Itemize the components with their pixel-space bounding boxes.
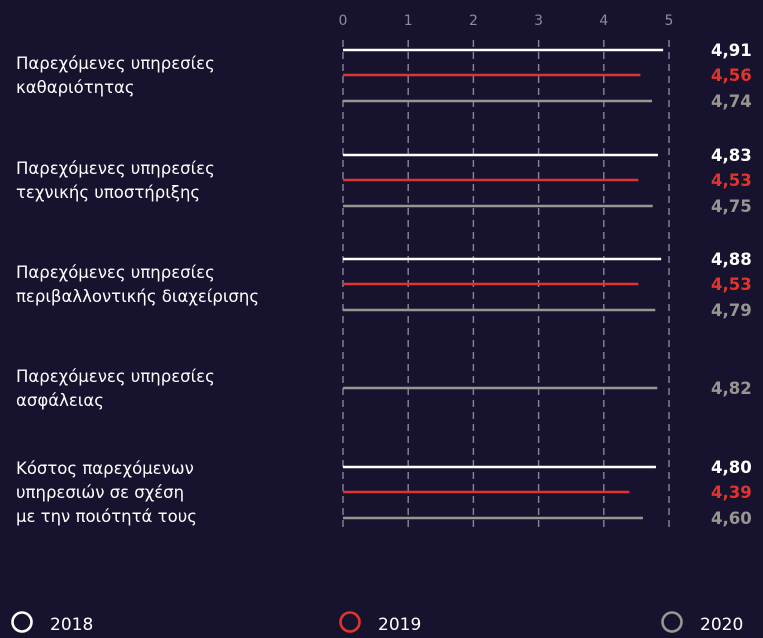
category-label-line: με την ποιότητά τους [16, 507, 197, 526]
category-label-line: υπηρεσιών σε σχέση [16, 483, 184, 502]
value-label-2020: 4,75 [711, 197, 752, 216]
category-label-line: καθαριότητας [16, 78, 135, 97]
x-tick-label: 4 [599, 13, 608, 29]
category-label-line: Παρεχόμενες υπηρεσίες [16, 54, 215, 73]
legend-label-2020: 2020 [700, 615, 743, 635]
value-label-2020: 4,79 [711, 301, 752, 320]
category-label: Κόστος παρεχόμενων υπηρεσιών σε σχέση με τ… [16, 459, 197, 526]
value-label-2018: 4,91 [711, 41, 752, 60]
x-tick-label: 3 [534, 13, 543, 29]
legend-marker-2019 [339, 611, 361, 633]
x-tick-label: 0 [339, 13, 348, 29]
value-label-2018: 4,83 [711, 146, 752, 165]
x-tick-label: 1 [404, 13, 413, 29]
category-label-line: Παρεχόμενες υπηρεσίες [16, 159, 215, 178]
category-label-line: Παρεχόμενες υπηρεσίες [16, 367, 215, 386]
value-label-2018: 4,80 [711, 458, 752, 477]
legend-marker-2020 [661, 611, 683, 633]
value-label-2020: 4,60 [711, 509, 752, 528]
category-label: Παρεχόμενες υπηρεσίες ασφάλειας [16, 367, 215, 410]
x-tick-label: 2 [469, 13, 478, 29]
category-label-line: περιβαλλοντικής διαχείρισης [16, 287, 259, 306]
value-label-2018: 4,88 [711, 250, 752, 269]
legend-label-2019: 2019 [378, 615, 421, 635]
category-label-line: τεχνικής υποστήριξης [16, 183, 200, 202]
category-label-line: Παρεχόμενες υπηρεσίες [16, 263, 215, 282]
value-label-2019: 4,53 [711, 275, 752, 294]
category-label: Παρεχόμενες υπηρεσίες καθαριότητας [16, 54, 215, 97]
value-label-2020: 4,82 [711, 379, 752, 398]
value-label-2019: 4,56 [711, 66, 752, 85]
x-tick-label: 5 [665, 13, 674, 29]
legend-label-2018: 2018 [50, 615, 93, 635]
category-label-line: Κόστος παρεχόμενων [16, 459, 194, 478]
value-label-2019: 4,39 [711, 483, 752, 502]
category-label: Παρεχόμενες υπηρεσίες τεχνικής υποστήριξη… [16, 159, 215, 202]
category-label: Παρεχόμενες υπηρεσίες περιβαλλοντικής δια… [16, 263, 259, 306]
category-label-line: ασφάλειας [16, 391, 104, 410]
value-label-2019: 4,53 [711, 171, 752, 190]
legend-marker-2018 [11, 611, 33, 633]
value-label-2020: 4,74 [711, 92, 752, 111]
